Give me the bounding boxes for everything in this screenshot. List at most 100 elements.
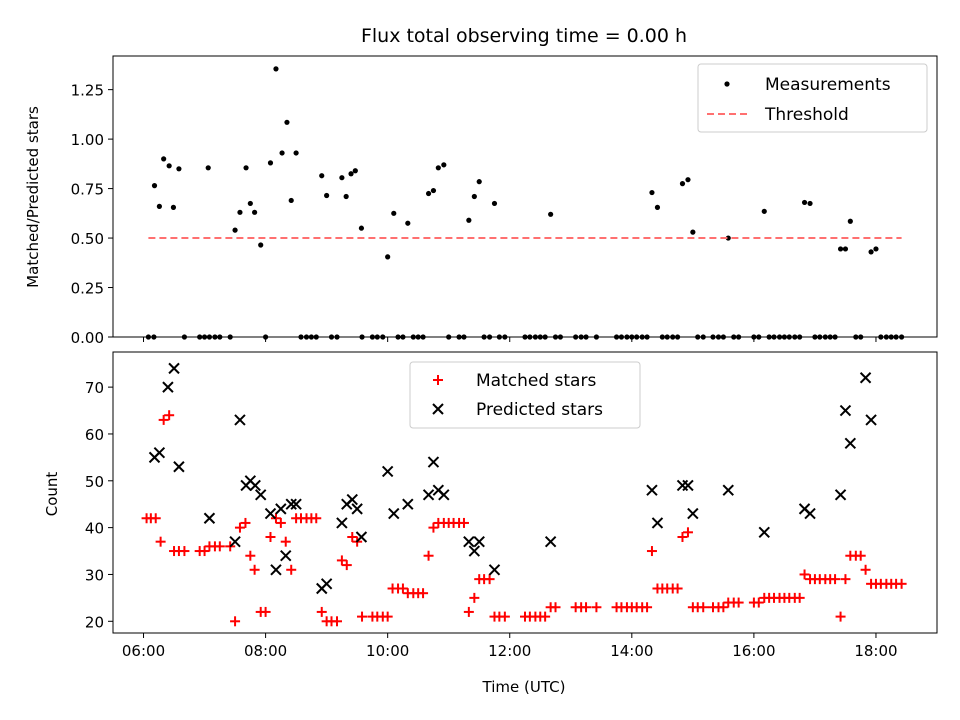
- bottom-matched-star-marker: [158, 414, 169, 425]
- bottom-matched-star-marker: [270, 513, 281, 524]
- bottom-predicted-star-marker: [355, 531, 368, 543]
- bottom-predicted-star-marker: [427, 456, 440, 468]
- top-measurement-point: [807, 200, 813, 207]
- top-measurement-point: [471, 193, 477, 200]
- legend-predicted-marker: [432, 403, 444, 415]
- bottom-subplot: Count Time (UTC) 20 30 40 50 60 70 06:00 08:00 1…: [43, 351, 938, 696]
- top-measurement-point: [685, 177, 691, 183]
- bottom-predicted-star-marker: [438, 489, 450, 501]
- top-y-tick-label: 0.25: [71, 280, 104, 298]
- bottom-x-tick-label: 06:00: [122, 642, 165, 660]
- top-measurement-point: [243, 165, 249, 171]
- x-axis-label: Time (UTC): [482, 678, 566, 696]
- bottom-matched-star-marker: [164, 410, 175, 421]
- top-measurement-point: [873, 246, 879, 252]
- bottom-matched-star-marker: [275, 517, 286, 528]
- bottom-matched-star-marker: [336, 555, 347, 566]
- top-measurement-point: [252, 209, 258, 215]
- bottom-matched-star-marker: [860, 564, 871, 575]
- bottom-matched-star-marker: [550, 602, 561, 613]
- top-measurement-point: [339, 175, 345, 181]
- bottom-matched-star-marker: [280, 536, 291, 547]
- bottom-matched-star-marker: [682, 527, 693, 538]
- bottom-matched-star-marker: [150, 513, 161, 524]
- bottom-predicted-star-marker: [804, 507, 816, 520]
- top-measurement-point: [161, 156, 167, 162]
- bottom-x-tick-label: 18:00: [854, 642, 897, 660]
- top-axes-frame: [112, 55, 938, 338]
- top-measurement-point: [679, 181, 686, 187]
- bottom-predicted-star-marker: [722, 484, 734, 496]
- bottom-matched-star-marker: [463, 606, 474, 617]
- bottom-matched-star-marker: [591, 602, 602, 613]
- bottom-axes: 20 30 40 50 60 70 06:00 08:00 10:00 12:00 14:00 16:…: [85, 351, 938, 660]
- top-measurement-point: [284, 119, 290, 125]
- bottom-predicted-star-marker: [381, 465, 394, 478]
- bottom-matched-star-marker: [260, 606, 271, 617]
- legend-threshold-label: Threshold: [764, 105, 849, 125]
- top-measurement-point: [441, 162, 447, 168]
- bottom-matched-star-marker: [733, 597, 744, 608]
- bottom-predicted-star-marker: [168, 362, 180, 375]
- top-measurement-point: [391, 210, 397, 216]
- bottom-predicted-star-marker: [275, 503, 287, 515]
- legend-matched-label: Matched stars: [476, 371, 596, 391]
- top-measurement-point: [319, 173, 325, 179]
- top-measurement-point: [761, 208, 767, 214]
- bottom-y-tick-label: 40: [85, 520, 104, 538]
- bottom-matched-star-marker: [840, 574, 851, 585]
- bottom-predicted-star-marker: [173, 461, 185, 473]
- bottom-predicted-star-marker: [290, 498, 302, 510]
- bottom-predicted-star-marker: [229, 535, 241, 548]
- bottom-matched-star-marker: [423, 550, 434, 561]
- bottom-x-tick-label: 12:00: [488, 642, 531, 660]
- bottom-matched-star-marker: [581, 602, 592, 613]
- bottom-matched-star-marker: [718, 602, 729, 613]
- bottom-predicted-star-marker: [388, 507, 400, 520]
- top-measurement-point: [690, 229, 696, 235]
- bottom-matched-star-marker: [286, 564, 297, 575]
- top-measurement-point: [842, 246, 849, 252]
- top-measurement-point: [466, 217, 472, 223]
- bottom-y-tick-label: 50: [85, 473, 104, 491]
- bottom-predicted-star-marker: [859, 372, 872, 384]
- bottom-predicted-star-marker: [346, 493, 358, 506]
- top-measurement-point: [247, 200, 253, 207]
- bottom-predicted-star-marker: [203, 512, 216, 524]
- bottom-matched-star-marker: [265, 531, 276, 542]
- top-measurement-point: [267, 160, 274, 166]
- top-measurement-point: [491, 200, 498, 207]
- top-measurement-point: [476, 179, 482, 185]
- bottom-matched-star-marker: [794, 592, 805, 603]
- legend-predicted-label: Predicted stars: [476, 400, 603, 420]
- bottom-predicted-star-marker: [351, 503, 363, 515]
- top-measurement-point: [156, 203, 162, 209]
- bottom-matched-star-marker: [316, 606, 327, 617]
- bottom-matched-star-marker: [347, 531, 358, 542]
- bottom-predicted-star-marker: [468, 545, 481, 557]
- top-y-tick-label: 1.25: [71, 82, 104, 100]
- bottom-matched-star-marker: [332, 616, 343, 627]
- top-measurement-point: [166, 163, 172, 169]
- bottom-y-axis-label: Count: [43, 472, 61, 517]
- bottom-x-tick-label: 10:00: [366, 642, 409, 660]
- bottom-predicted-star-marker: [285, 498, 297, 510]
- top-measurement-point: [232, 227, 238, 233]
- top-y-tick-label: 1.00: [71, 131, 104, 149]
- bottom-matched-star-marker: [240, 517, 251, 528]
- bottom-predicted-star-marker: [153, 446, 166, 459]
- top-legend-box: [697, 63, 928, 133]
- top-measurement-point: [273, 66, 279, 72]
- bottom-x-tick-label: 08:00: [244, 642, 287, 660]
- legend-measurements-marker: [724, 81, 730, 87]
- top-measurement-point: [725, 235, 731, 241]
- top-measurement-point: [348, 171, 354, 177]
- bottom-matched-star-marker: [484, 574, 495, 585]
- bottom-predicted-star-marker: [320, 578, 333, 590]
- top-y-tick-label: 0.00: [71, 329, 104, 347]
- bottom-legend-box: [409, 361, 641, 429]
- top-measurement-point: [430, 187, 437, 194]
- top-measurement-point: [176, 166, 182, 172]
- top-measurement-point: [548, 211, 554, 217]
- bottom-y-tick-label: 70: [85, 379, 104, 397]
